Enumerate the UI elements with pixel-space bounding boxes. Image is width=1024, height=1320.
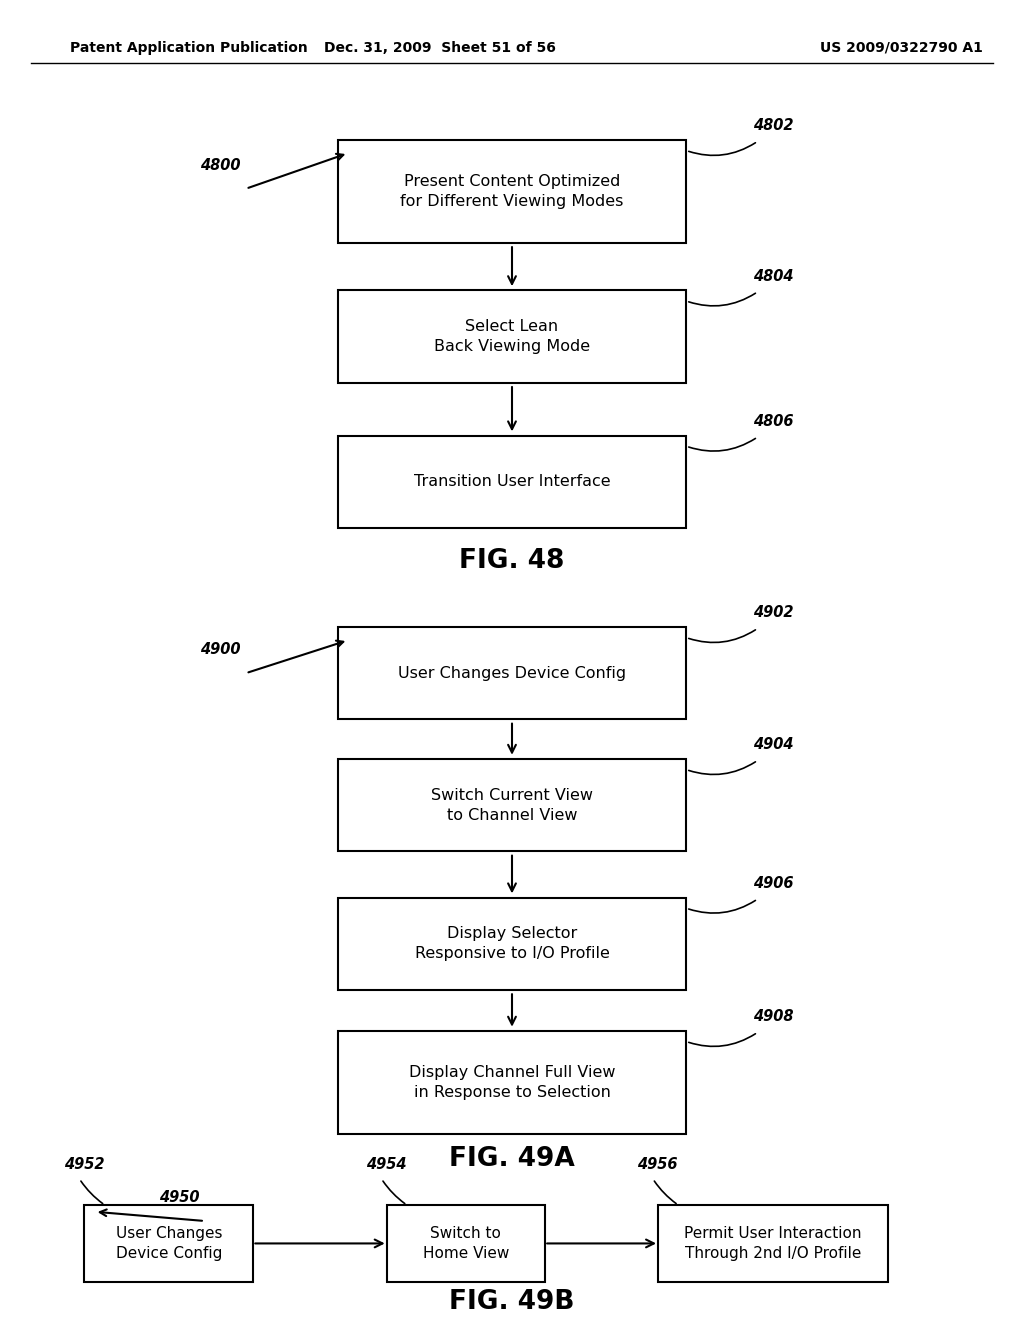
Bar <box>338 898 686 990</box>
Bar <box>338 627 686 719</box>
Text: Dec. 31, 2009  Sheet 51 of 56: Dec. 31, 2009 Sheet 51 of 56 <box>325 41 556 54</box>
Text: Present Content Optimized
for Different Viewing Modes: Present Content Optimized for Different … <box>400 174 624 209</box>
Text: 4900: 4900 <box>200 642 241 657</box>
Text: 4908: 4908 <box>753 1010 794 1024</box>
Bar <box>338 140 686 243</box>
Text: US 2009/0322790 A1: US 2009/0322790 A1 <box>819 41 983 54</box>
Text: Patent Application Publication: Patent Application Publication <box>70 41 307 54</box>
Bar <box>84 1205 254 1282</box>
Text: Permit User Interaction
Through 2nd I/O Profile: Permit User Interaction Through 2nd I/O … <box>684 1226 862 1261</box>
Text: FIG. 49B: FIG. 49B <box>450 1288 574 1315</box>
Bar <box>338 436 686 528</box>
Bar <box>387 1205 545 1282</box>
Text: Switch to
Home View: Switch to Home View <box>423 1226 509 1261</box>
Text: 4950: 4950 <box>159 1189 200 1205</box>
Text: 4804: 4804 <box>753 269 794 284</box>
Text: Switch Current View
to Channel View: Switch Current View to Channel View <box>431 788 593 822</box>
Text: 4800: 4800 <box>200 157 241 173</box>
Text: 4956: 4956 <box>637 1158 678 1172</box>
Text: 4954: 4954 <box>367 1158 407 1172</box>
Text: FIG. 49A: FIG. 49A <box>450 1146 574 1172</box>
Bar <box>338 759 686 851</box>
Bar <box>338 290 686 383</box>
Text: User Changes
Device Config: User Changes Device Config <box>116 1226 222 1261</box>
Text: User Changes Device Config: User Changes Device Config <box>398 665 626 681</box>
Text: Display Channel Full View
in Response to Selection: Display Channel Full View in Response to… <box>409 1065 615 1100</box>
Text: 4806: 4806 <box>753 414 794 429</box>
Text: Transition User Interface: Transition User Interface <box>414 474 610 490</box>
Text: 4906: 4906 <box>753 876 794 891</box>
Bar <box>657 1205 888 1282</box>
Text: 4952: 4952 <box>63 1158 104 1172</box>
Text: FIG. 48: FIG. 48 <box>460 548 564 574</box>
Text: Select Lean
Back Viewing Mode: Select Lean Back Viewing Mode <box>434 319 590 354</box>
Text: 4902: 4902 <box>753 606 794 620</box>
Bar <box>338 1031 686 1134</box>
Text: Display Selector
Responsive to I/O Profile: Display Selector Responsive to I/O Profi… <box>415 927 609 961</box>
Text: 4904: 4904 <box>753 738 794 752</box>
Text: 4802: 4802 <box>753 119 794 133</box>
